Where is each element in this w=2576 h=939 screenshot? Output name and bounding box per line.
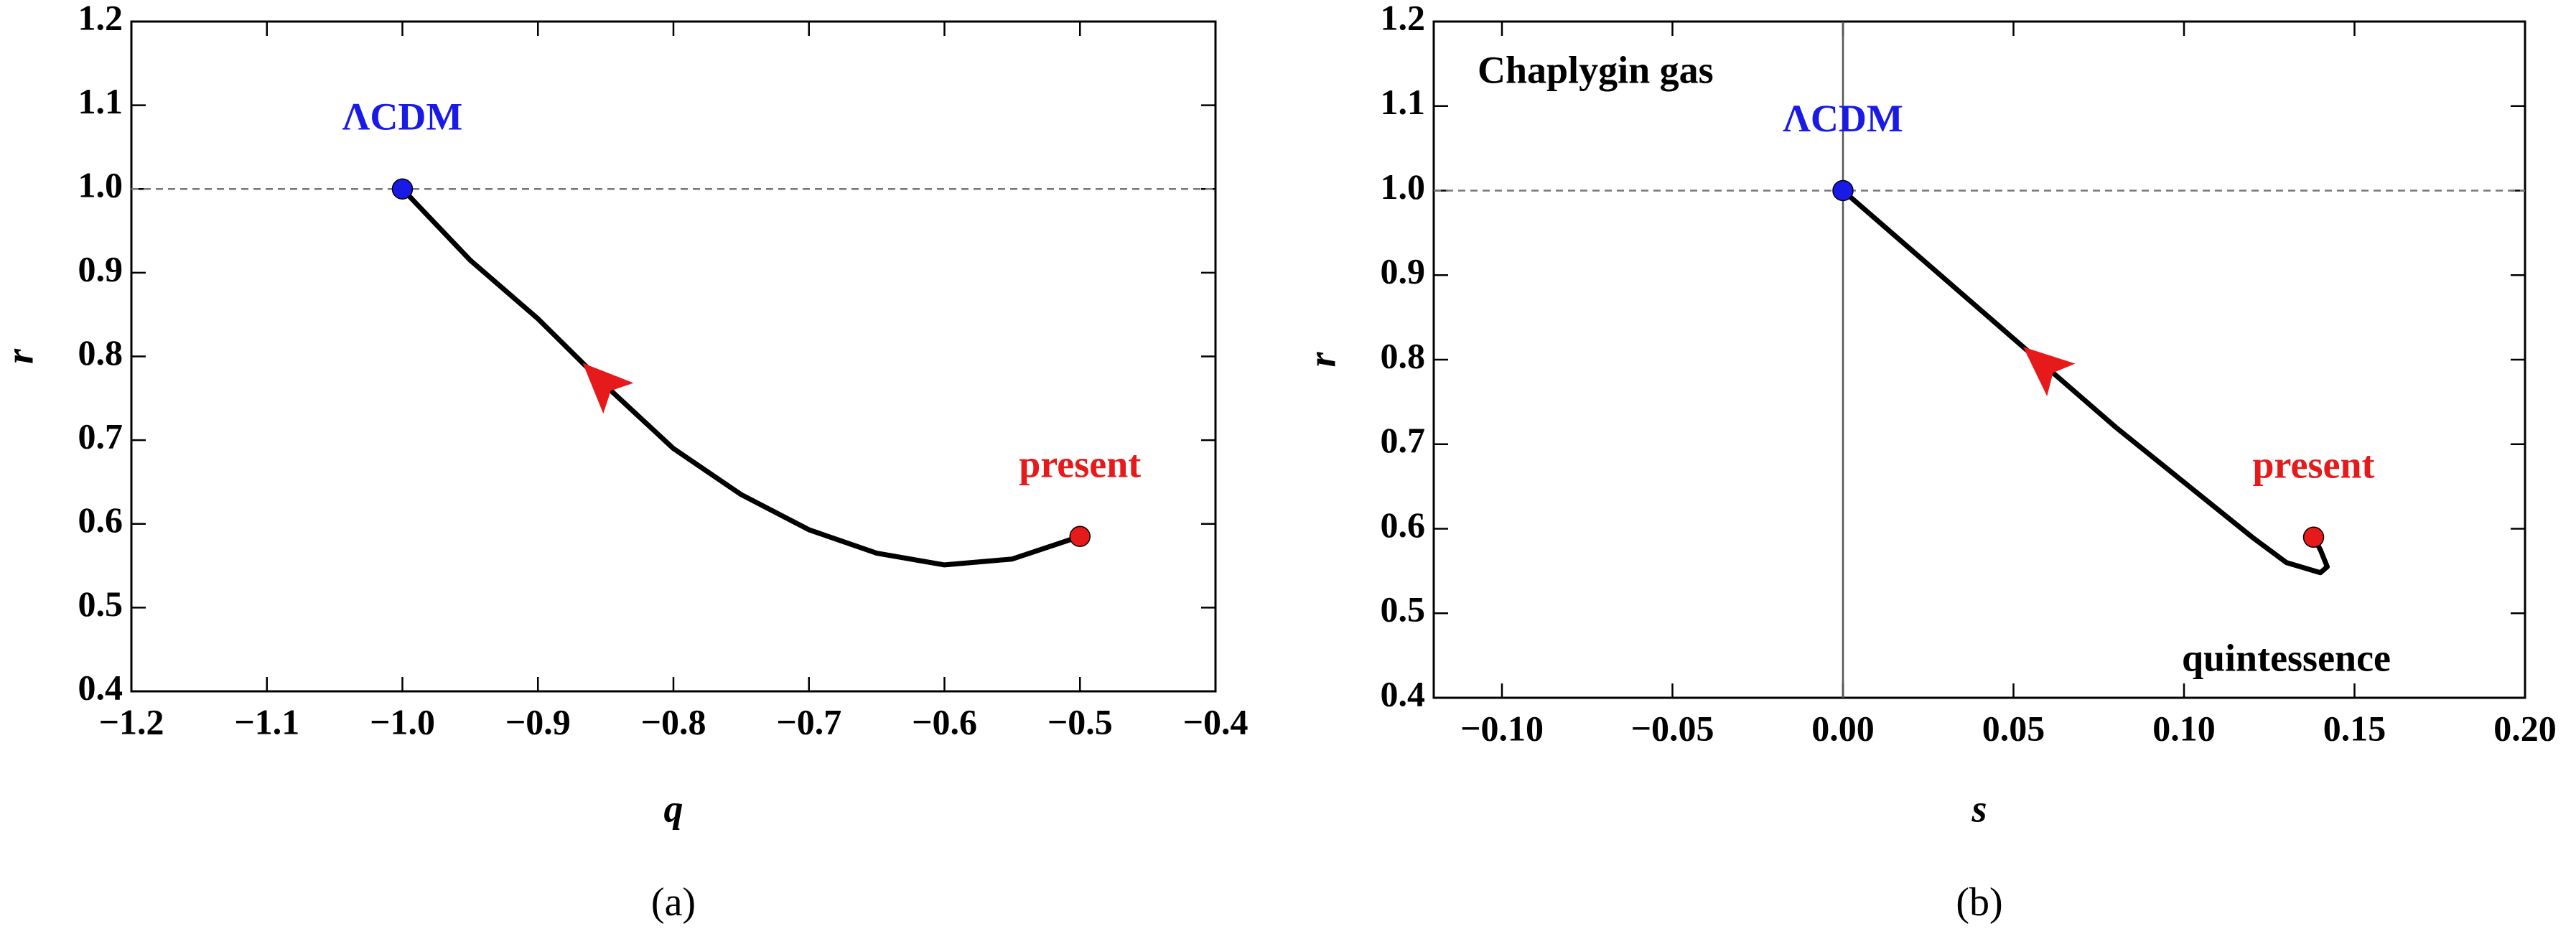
point-marker bbox=[1832, 179, 1854, 202]
x-tick-label: −0.6 bbox=[912, 701, 977, 742]
x-tick-label: −0.9 bbox=[505, 701, 571, 742]
y-tick-label: 0.9 bbox=[78, 248, 123, 289]
curve bbox=[400, 187, 1081, 568]
x-tick-label: −0.05 bbox=[1631, 708, 1714, 748]
plot-frame bbox=[1432, 20, 2526, 699]
x-tick-label: 0.15 bbox=[2323, 708, 2386, 748]
y-tick-label: 0.9 bbox=[1381, 251, 1426, 291]
plot-frame bbox=[130, 20, 1217, 693]
point-label: ΛCDM bbox=[342, 95, 463, 139]
y-tick-label: 0.6 bbox=[78, 500, 123, 540]
direction-arrow bbox=[2023, 347, 2076, 396]
y-tick-label: 1.0 bbox=[1381, 167, 1426, 207]
x-tick-label: −1.1 bbox=[234, 701, 299, 742]
y-tick-label: 0.4 bbox=[1381, 673, 1426, 714]
y-tick-label: 0.6 bbox=[1381, 505, 1426, 545]
caption: (b) bbox=[1956, 880, 2002, 925]
x-tick-label: 0.05 bbox=[1982, 708, 2045, 748]
y-tick-label: 0.4 bbox=[78, 667, 123, 707]
x-tick-label: −0.7 bbox=[776, 701, 841, 742]
y-tick-label: 1.1 bbox=[78, 81, 123, 121]
x-tick-label: −1.0 bbox=[370, 701, 435, 742]
point-marker bbox=[1069, 525, 1091, 547]
y-tick-label: 1.2 bbox=[78, 0, 123, 37]
x-tick-label: −0.4 bbox=[1183, 701, 1249, 742]
x-tick-label: 0.20 bbox=[2493, 708, 2557, 748]
y-tick-label: 1.2 bbox=[1381, 0, 1426, 37]
point-label: present bbox=[1019, 443, 1141, 486]
x-axis-label: q bbox=[664, 787, 683, 830]
x-tick-label: −0.10 bbox=[1460, 708, 1544, 748]
x-axis-label: s bbox=[1971, 787, 1987, 830]
point-label: ΛCDM bbox=[1783, 97, 1903, 140]
caption: (a) bbox=[651, 880, 696, 925]
point-marker bbox=[2302, 526, 2325, 548]
annotation: Chaplygin gas bbox=[1478, 48, 1714, 91]
y-axis-label: r bbox=[1300, 352, 1343, 368]
y-tick-label: 1.0 bbox=[78, 165, 123, 205]
y-tick-label: 0.5 bbox=[1381, 589, 1426, 630]
point-marker bbox=[391, 178, 414, 200]
x-tick-label: −0.5 bbox=[1047, 701, 1113, 742]
y-tick-label: 1.1 bbox=[1381, 82, 1426, 122]
annotation: quintessence bbox=[2182, 636, 2391, 679]
curve bbox=[1841, 188, 2330, 576]
y-tick-label: 0.7 bbox=[1381, 420, 1426, 460]
x-tick-label: 0.10 bbox=[2152, 708, 2216, 748]
y-axis-label: r bbox=[0, 348, 41, 364]
y-tick-label: 0.8 bbox=[78, 332, 123, 373]
x-tick-label: 0.00 bbox=[1811, 708, 1875, 748]
y-tick-label: 0.7 bbox=[78, 416, 123, 457]
y-tick-label: 0.8 bbox=[1381, 335, 1426, 375]
y-tick-label: 0.5 bbox=[78, 584, 123, 624]
direction-arrow bbox=[582, 363, 634, 414]
x-tick-label: −1.2 bbox=[99, 701, 164, 742]
x-tick-label: −0.8 bbox=[641, 701, 706, 742]
point-label: present bbox=[2253, 444, 2375, 487]
